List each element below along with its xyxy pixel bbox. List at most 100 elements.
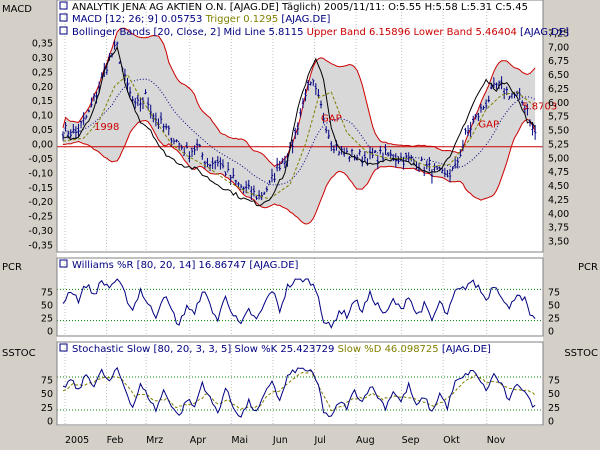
legend-marker-icon [59, 343, 68, 352]
panel-side-label-left: SSTOC [2, 348, 36, 359]
x-tick-label: Mai [231, 435, 248, 446]
price-tick-label: 5,25 [548, 139, 569, 150]
panel-frame-2 [56, 341, 544, 426]
legend-line: Stochastic Slow [80, 20, 3, 3, 5] Slow %… [72, 344, 491, 355]
macd-tick-label: 0,15 [32, 96, 53, 107]
stochastic-d-line [62, 369, 536, 412]
x-tick-label: Aug [356, 435, 375, 446]
macd-tick-label: 0,20 [32, 82, 53, 93]
stochastic-tick-label-right: 75 [548, 375, 560, 386]
legend-entry: [AJAG.DE] [439, 344, 491, 355]
legend-entry: Slow %D 46.098725 [334, 344, 438, 355]
macd-trigger-line [62, 73, 536, 200]
williams-tick-label-right: 25 [548, 314, 560, 325]
stochastic-tick-label-left: 0 [47, 417, 53, 428]
legend-marker-icon [59, 259, 68, 268]
annotation-2: GAP [478, 119, 499, 130]
x-tick-label: Okt [443, 435, 460, 446]
macd-tick-label: -0,10 [28, 168, 53, 179]
bollinger-band-fill [63, 28, 536, 225]
macd-tick-label: -0,35 [28, 241, 53, 252]
panel-side-label-right: PCR [578, 262, 598, 273]
legend-marker-icon [59, 1, 68, 10]
x-tick-label: Mrz [146, 435, 163, 446]
legend-entry: Stochastic Slow [80, 20, 3, 3, 5] Slow %… [72, 344, 334, 355]
macd-tick-label: -0,05 [28, 154, 53, 165]
price-tick-label: 5,00 [548, 153, 569, 164]
macd-tick-label: 0,10 [32, 111, 53, 122]
legend-line: MACD [12; 26; 9] 0.05753 Trigger 0.1295 … [72, 14, 331, 25]
macd-tick-label: -0,15 [28, 183, 53, 194]
williams-tick-label-left: 75 [41, 288, 53, 299]
legend-marker-icon [59, 13, 68, 22]
stochastic-tick-label-left: 25 [41, 403, 53, 414]
stochastic-tick-label-left: 75 [41, 375, 53, 386]
williams-tick-label-left: 25 [41, 314, 53, 325]
legend-line: ANALYTIK JENA AG AKTIEN O.N. [AJAG.DE] T… [72, 2, 528, 13]
price-tick-label: 4,75 [548, 167, 569, 178]
macd-tick-label: 0,05 [32, 125, 53, 136]
price-tick-label: 6,75 [548, 56, 569, 67]
bollinger-mid-line [62, 78, 536, 186]
price-tick-label: 5,50 [548, 126, 569, 137]
macd-tick-label: 0,30 [32, 53, 53, 64]
price-panel: 1998 GAP GAP 5.8703 [57, 27, 557, 225]
stochastic-tick-label-right: 50 [548, 389, 560, 400]
x-tick-label: Nov [487, 435, 506, 446]
panel-side-label-left: MACD [2, 4, 32, 15]
williams-tick-label-right: 75 [548, 288, 560, 299]
legend-entry: Williams %R [80, 20, 14] 16.86747 [AJAG.… [72, 260, 299, 271]
williams-tick-label-left: 50 [41, 301, 53, 312]
price-tick-label: 3,50 [548, 237, 569, 248]
legend-entry: Upper Band 6.15896 [303, 27, 410, 38]
stochastic-tick-label-left: 50 [41, 389, 53, 400]
legends: ANALYTIK JENA AG AKTIEN O.N. [AJAG.DE] T… [59, 1, 569, 355]
stochastic-tick-label-right: 0 [548, 417, 554, 428]
x-tick-label: Sep [402, 435, 420, 446]
legend-marker-icon [59, 26, 68, 35]
bollinger-upper-line [62, 27, 536, 168]
bollinger-lower-line [62, 118, 536, 225]
legend-entry: [AJAG.DE] [517, 27, 569, 38]
macd-tick-label: 0,00 [32, 140, 53, 151]
price-tick-label: 7,25 [548, 29, 569, 40]
panel-frame-0 [56, 0, 544, 253]
legend-line: Williams %R [80, 20, 14] 16.86747 [AJAG.… [72, 260, 299, 271]
panel-frames [56, 0, 544, 450]
stochastic-tick-label-right: 25 [548, 403, 560, 414]
price-tick-label: 4,00 [548, 209, 569, 220]
legend-entry: [AJAG.DE] [278, 14, 330, 25]
legend-entry: ANALYTIK JENA AG AKTIEN O.N. [AJAG.DE] T… [72, 2, 528, 13]
macd-tick-label: -0,30 [28, 226, 53, 237]
macd-tick-label: 0,35 [32, 39, 53, 50]
price-tick-label: 5,75 [548, 112, 569, 123]
panel-side-label-right: SSTOC [564, 348, 598, 359]
macd-tick-label: -0,25 [28, 212, 53, 223]
side-labels: MACD PCR SSTOC PCR SSTOC [2, 4, 598, 359]
annotation-3: 5.8703 [522, 102, 557, 113]
x-tick-label: Apr [190, 435, 207, 446]
macd-tick-label: -0,20 [28, 197, 53, 208]
annotation-0: 1998 [94, 122, 119, 133]
macd-tick-label: 0,25 [32, 67, 53, 78]
x-tick-label: 2005 [65, 435, 89, 446]
price-tick-label: 3,75 [548, 223, 569, 234]
price-tick-label: 6,50 [548, 70, 569, 81]
panel-frame-1 [56, 257, 544, 337]
annotation-1: GAP [321, 114, 342, 125]
williams-tick-label-left: 0 [47, 327, 53, 338]
x-tick-label: Jun [272, 435, 288, 446]
price-tick-label: 6,25 [548, 84, 569, 95]
legend-entry: Lower Band 5.46404 [410, 27, 517, 38]
legend-line: Bollinger Bands [20, Close, 2] Mid Line … [72, 27, 569, 38]
stochastic-k-line [62, 366, 536, 418]
x-axis-strip [57, 426, 543, 450]
legend-entry: MACD [12; 26; 9] 0.05753 [72, 14, 202, 25]
williams-panel [57, 278, 543, 329]
williams-line [62, 278, 536, 329]
x-tick-label: Feb [107, 435, 124, 446]
williams-tick-label-right: 50 [548, 301, 560, 312]
legend-entry: Bollinger Bands [20, Close, 2] Mid Line … [72, 27, 303, 38]
price-tick-label: 4,25 [548, 195, 569, 206]
